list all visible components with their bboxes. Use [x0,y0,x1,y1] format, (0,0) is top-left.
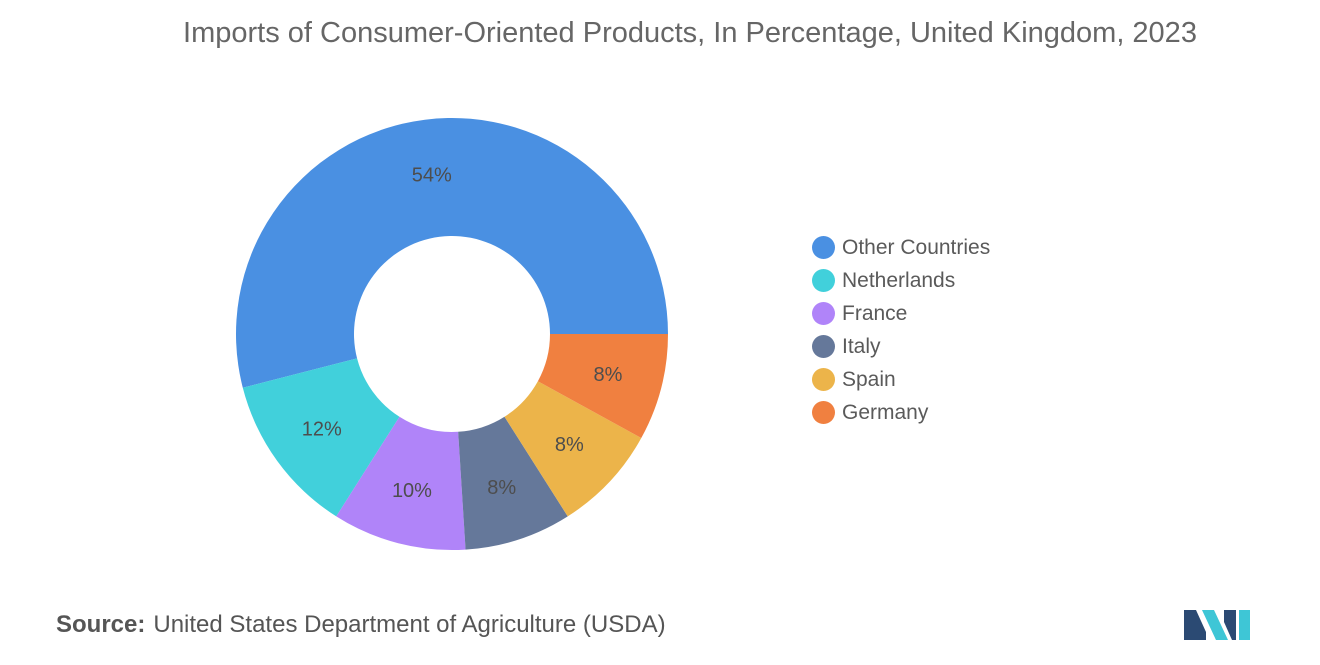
legend-item: Italy [812,330,990,363]
logo-shape-right [1224,610,1236,640]
source-note: Source: United States Department of Agric… [56,611,666,639]
legend-label: Netherlands [842,268,956,292]
legend-item: Spain [812,363,990,396]
logo-shape-middle [1202,610,1228,640]
legend-swatch [812,302,835,325]
legend-item: Other Countries [812,231,990,264]
legend-swatch [812,236,835,259]
slice-spain [504,381,642,517]
chart-legend: Other Countries Netherlands France Italy Spa… [812,231,990,429]
source-label: Source: [56,611,146,638]
legend-item: Germany [812,396,990,429]
legend-label: Other Countries [842,235,991,259]
slice-label-france: 10% [392,480,432,502]
brand-logo-icon [1184,610,1250,640]
donut-slice-labels: 54% 12% 10% 8% 8% 8% [302,164,623,502]
slice-label-spain: 8% [555,434,584,456]
logo-shape-left [1184,610,1206,640]
source-text: United States Department of Agriculture … [153,611,666,638]
chart-title: Imports of Consumer-Oriented Products, I… [183,17,1197,49]
legend-item: Netherlands [812,264,990,297]
legend-swatch [812,269,835,292]
slice-label-other-countries: 54% [412,164,452,186]
slice-france [336,416,466,550]
legend-swatch [812,368,835,391]
donut-slices [236,118,668,550]
legend-swatch [812,335,835,358]
legend-label: Germany [842,400,929,424]
slice-other-countries [236,118,668,388]
slice-label-germany: 8% [593,364,622,386]
slice-label-italy: 8% [487,477,516,499]
slice-label-netherlands: 12% [302,419,342,441]
slice-italy [458,416,568,550]
legend-label: Spain [842,367,896,391]
logo-shape-far-right [1239,610,1250,640]
slice-germany [537,334,668,439]
legend-label: Italy [842,334,881,358]
legend-item: France [812,297,990,330]
legend-label: France [842,301,908,325]
slice-netherlands [242,358,400,517]
legend-swatch [812,401,835,424]
